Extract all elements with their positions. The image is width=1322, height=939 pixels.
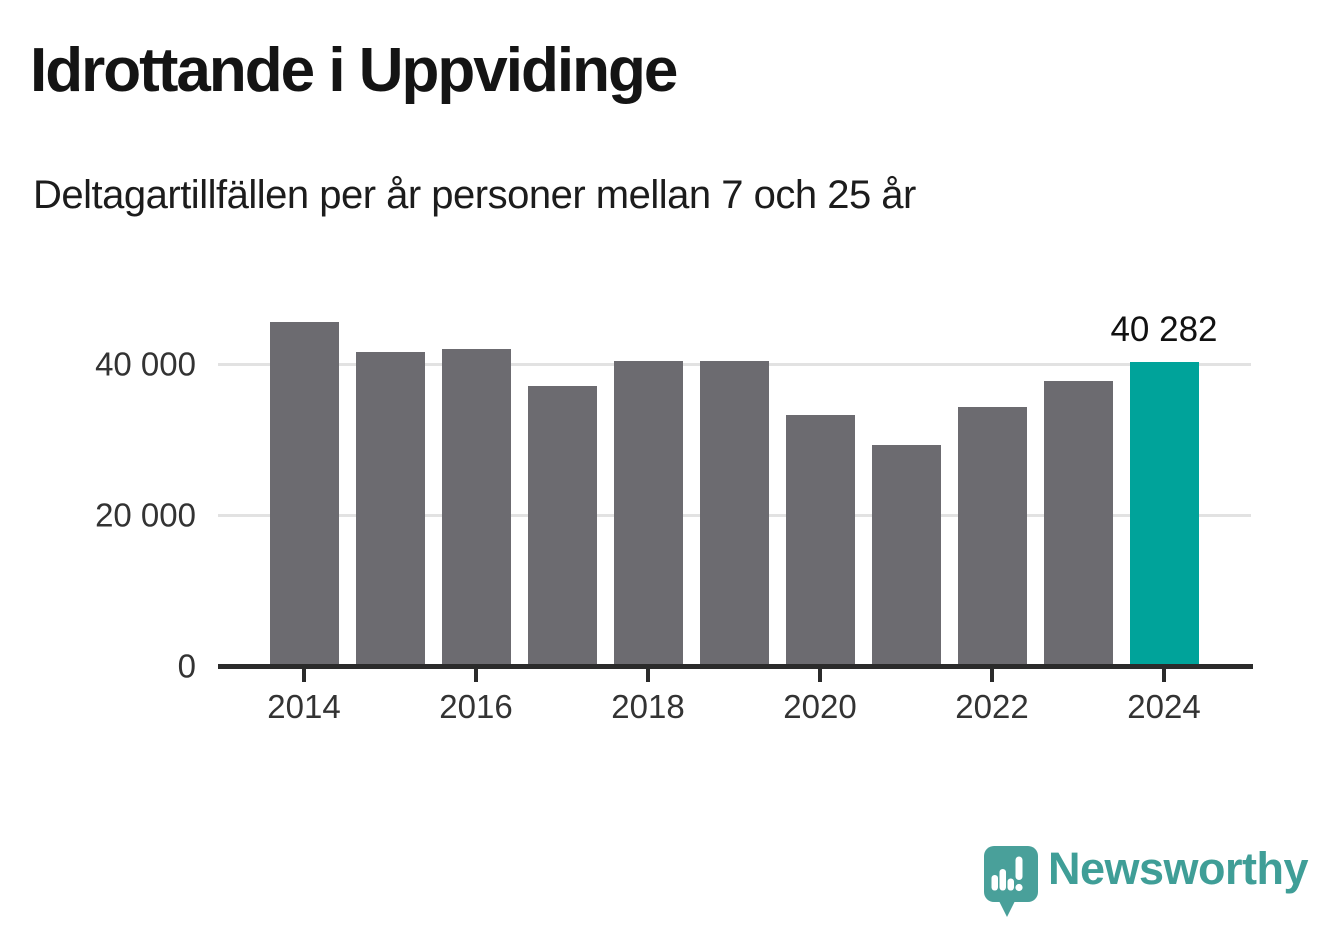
x-axis-label: 2024 [1127, 688, 1201, 725]
x-axis-tick [1162, 669, 1166, 682]
bar [1043, 381, 1113, 666]
bar [527, 385, 597, 666]
chart-subtitle: Deltagartillfällen per år personer mella… [33, 173, 916, 217]
x-axis-tick [818, 669, 822, 682]
x-axis-label: 2022 [955, 688, 1029, 725]
bar [871, 444, 941, 666]
bar [699, 360, 769, 666]
x-axis-label: 2018 [611, 688, 685, 725]
newsworthy-logo-icon [984, 846, 1038, 917]
x-axis-tick [990, 669, 994, 682]
chart-title: Idrottande i Uppvidinge [30, 36, 678, 105]
value-label: 40 282 [1110, 309, 1218, 349]
bar [355, 351, 425, 666]
newsworthy-logo: Newsworthy [983, 843, 1309, 923]
x-axis-label: 2016 [439, 688, 513, 725]
x-axis-tick [474, 669, 478, 682]
y-axis-label: 40 000 [95, 345, 196, 383]
bar [441, 348, 511, 666]
bar [269, 321, 339, 666]
x-axis-label: 2020 [783, 688, 857, 725]
y-axis-label: 20 000 [95, 496, 196, 534]
bar [613, 360, 683, 666]
x-axis-label: 2014 [267, 688, 341, 725]
newsworthy-wordmark: Newsworthy [1048, 843, 1309, 894]
bar [957, 407, 1027, 666]
x-axis-tick [646, 669, 650, 682]
bar [785, 415, 855, 666]
bar [1129, 361, 1199, 666]
x-axis-line [218, 664, 1253, 669]
x-axis-tick [302, 669, 306, 682]
y-axis-label: 0 [177, 647, 196, 685]
